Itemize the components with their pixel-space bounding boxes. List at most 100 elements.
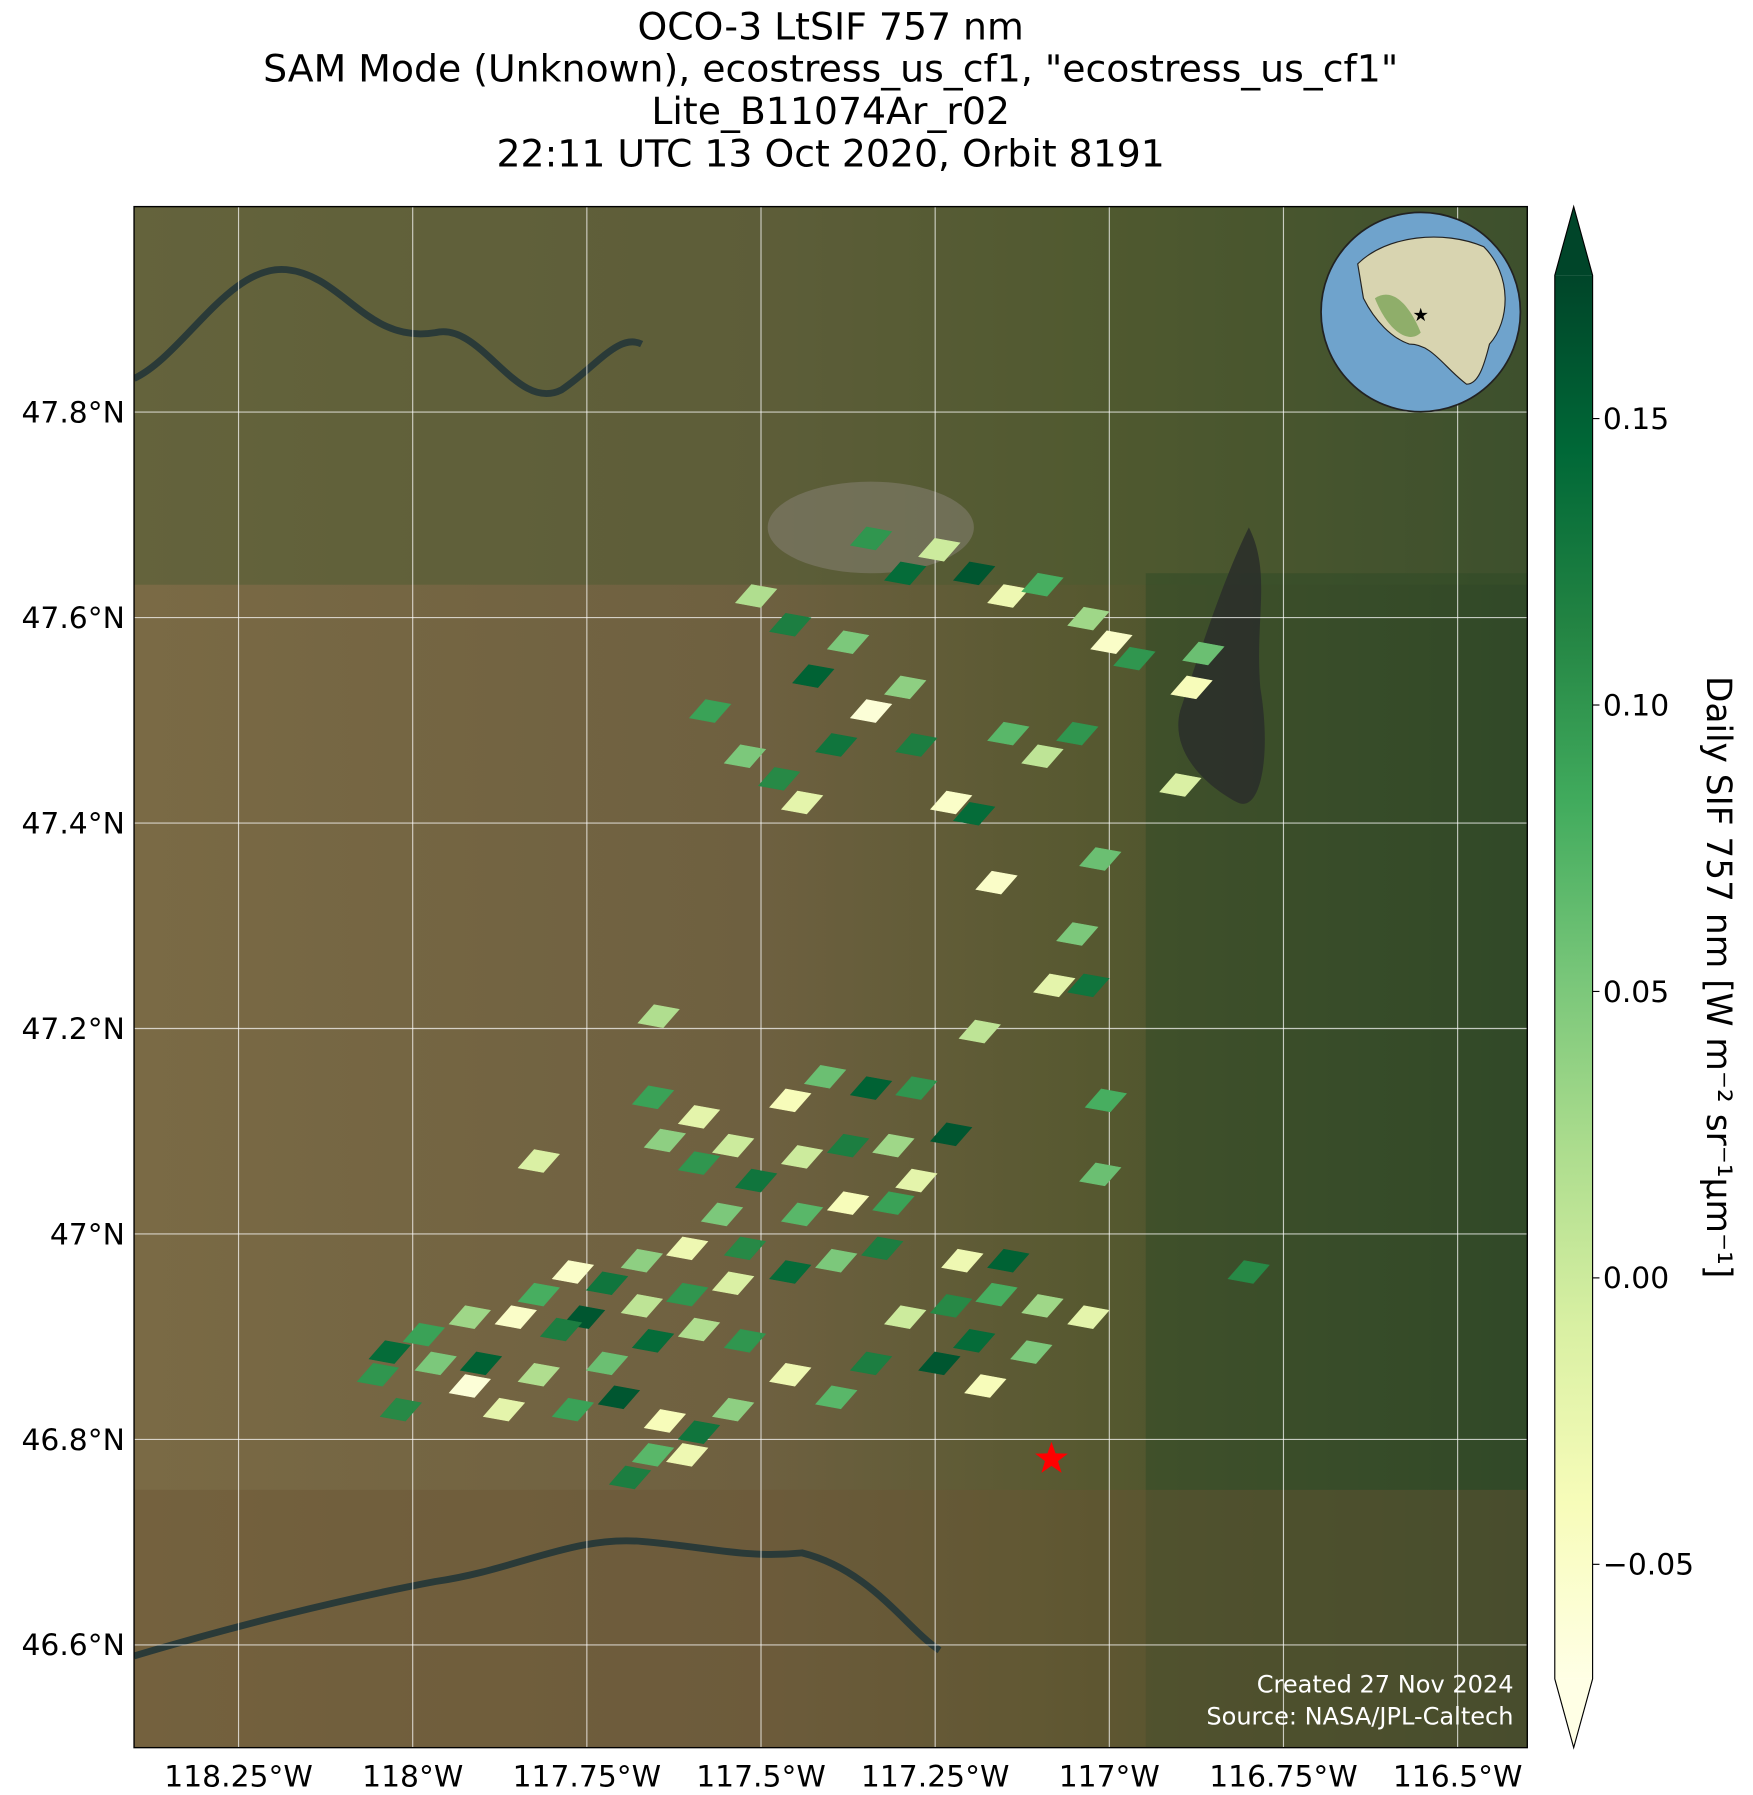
sif-footprint — [665, 1282, 709, 1307]
sif-footprint — [953, 802, 996, 826]
sif-footprint — [494, 1305, 537, 1329]
sif-footprint — [402, 1322, 446, 1347]
sif-footprint — [1056, 922, 1099, 946]
sif-footprint — [1067, 973, 1110, 998]
sif-footprint — [849, 1351, 893, 1376]
colorbar-tick-label: −0.05 — [1603, 1548, 1694, 1583]
canyon-area — [134, 1489, 1528, 1748]
sif-footprint — [1021, 1294, 1064, 1318]
sif-footprint — [711, 1397, 755, 1422]
sif-footprint — [356, 1362, 400, 1387]
sif-footprint — [849, 526, 893, 551]
sif-footprint — [930, 790, 973, 815]
chart-title: 22:11 UTC 13 Oct 2020, Orbit 8191 — [496, 132, 1164, 176]
y-tick-label: 47.4°N — [21, 806, 124, 841]
sif-footprint — [757, 767, 801, 791]
sif-footprint — [884, 1305, 927, 1329]
sif-footprint — [769, 612, 812, 637]
sif-footprint — [941, 1248, 984, 1273]
footprints — [356, 526, 1270, 1490]
sif-footprint — [539, 1317, 583, 1342]
sif-footprint — [637, 1004, 680, 1028]
x-tick-label: 117.25°W — [861, 1760, 1009, 1795]
sif-footprint — [414, 1351, 457, 1376]
x-tick-label: 117.5°W — [696, 1760, 826, 1795]
sif-footprint — [551, 1260, 595, 1284]
sif-footprint — [1084, 1088, 1128, 1113]
sif-footprint — [987, 1248, 1030, 1273]
y-tick-label: 47.2°N — [21, 1012, 124, 1047]
lake — [1178, 527, 1265, 804]
sif-footprint — [734, 584, 778, 608]
sif-footprint — [517, 1362, 560, 1387]
sif-footprint — [815, 1385, 858, 1410]
map-background — [134, 206, 1528, 1748]
sif-footprint — [631, 1329, 675, 1353]
x-tick-label: 117°W — [1059, 1760, 1160, 1795]
sif-footprint — [826, 1191, 870, 1215]
colorbar-label: Daily SIF 757 nm [W m⁻² sr⁻¹μm⁻¹] — [1698, 676, 1738, 1278]
sif-footprint — [677, 1151, 721, 1175]
sif-footprint — [631, 1085, 675, 1110]
globe-land — [1357, 236, 1506, 385]
y-tick-label: 47°N — [50, 1217, 125, 1252]
colorbar-extend-max — [1554, 206, 1593, 276]
sif-footprint — [688, 699, 732, 723]
colorbar-tick-label: 0.00 — [1603, 1261, 1669, 1296]
sif-footprint — [884, 675, 927, 700]
sif-footprint — [1113, 646, 1156, 671]
sif-footprint — [1033, 973, 1076, 998]
sif-footprint — [1182, 641, 1225, 666]
sif-footprint — [975, 870, 1018, 895]
sif-footprint — [1170, 675, 1213, 700]
sif-footprint — [861, 1236, 904, 1261]
x-tick-label: 116.75°W — [1209, 1760, 1357, 1795]
sif-footprint — [643, 1409, 687, 1433]
sif-footprint — [551, 1397, 595, 1422]
sif-footprint — [620, 1248, 664, 1273]
footer-group: Created 27 Nov 2024 Source: NASA/JPL-Calt… — [1206, 1671, 1513, 1731]
sif-footprint — [1067, 606, 1110, 631]
sif-footprint — [1021, 572, 1064, 597]
x-tick-label: 116.5°W — [1393, 1760, 1523, 1795]
sif-footprint — [780, 790, 824, 815]
sif-footprint — [975, 1282, 1018, 1307]
colorbar-outline — [1554, 204, 1594, 1750]
grid-group — [134, 206, 1528, 1748]
sif-footprint — [849, 699, 893, 723]
sif-footprint — [1067, 1305, 1110, 1329]
chart-title: OCO-3 LtSIF 757 nm — [637, 4, 1023, 48]
river — [134, 266, 644, 397]
sif-footprint — [677, 1105, 721, 1129]
sif-footprint — [711, 1133, 755, 1158]
sif-footprint — [459, 1351, 503, 1376]
sif-footprint — [780, 1202, 824, 1227]
x-tick-label: 118°W — [362, 1760, 463, 1795]
sif-footprint — [643, 1128, 687, 1153]
chart-title: Lite_B11074Ar_r02 — [651, 89, 1010, 133]
sif-footprint — [620, 1294, 664, 1318]
y-tick-label: 46.8°N — [21, 1423, 124, 1458]
sif-footprint — [815, 1248, 858, 1273]
sif-footprint — [368, 1340, 411, 1364]
sif-footprint — [1021, 744, 1064, 769]
sif-footprint — [608, 1465, 652, 1490]
y-tick-label: 47.8°N — [21, 395, 124, 430]
sif-footprint — [895, 1076, 938, 1100]
sif-footprint — [987, 721, 1030, 746]
sif-footprint — [723, 1236, 767, 1261]
sif-footprint — [448, 1374, 491, 1398]
sif-footprint — [1079, 847, 1122, 871]
sif-footprint — [448, 1305, 491, 1329]
footer-note: Created 27 Nov 2024 — [1257, 1671, 1514, 1699]
colorbar-extend-min — [1554, 1678, 1593, 1748]
sif-footprint — [1079, 1162, 1122, 1187]
sif-footprint — [769, 1088, 812, 1113]
sif-footprint — [1090, 630, 1133, 654]
sif-footprint — [734, 1168, 778, 1193]
target-marker — [1035, 1441, 1068, 1473]
sif-footprint — [953, 1329, 996, 1353]
sif-footprint — [826, 1133, 870, 1158]
